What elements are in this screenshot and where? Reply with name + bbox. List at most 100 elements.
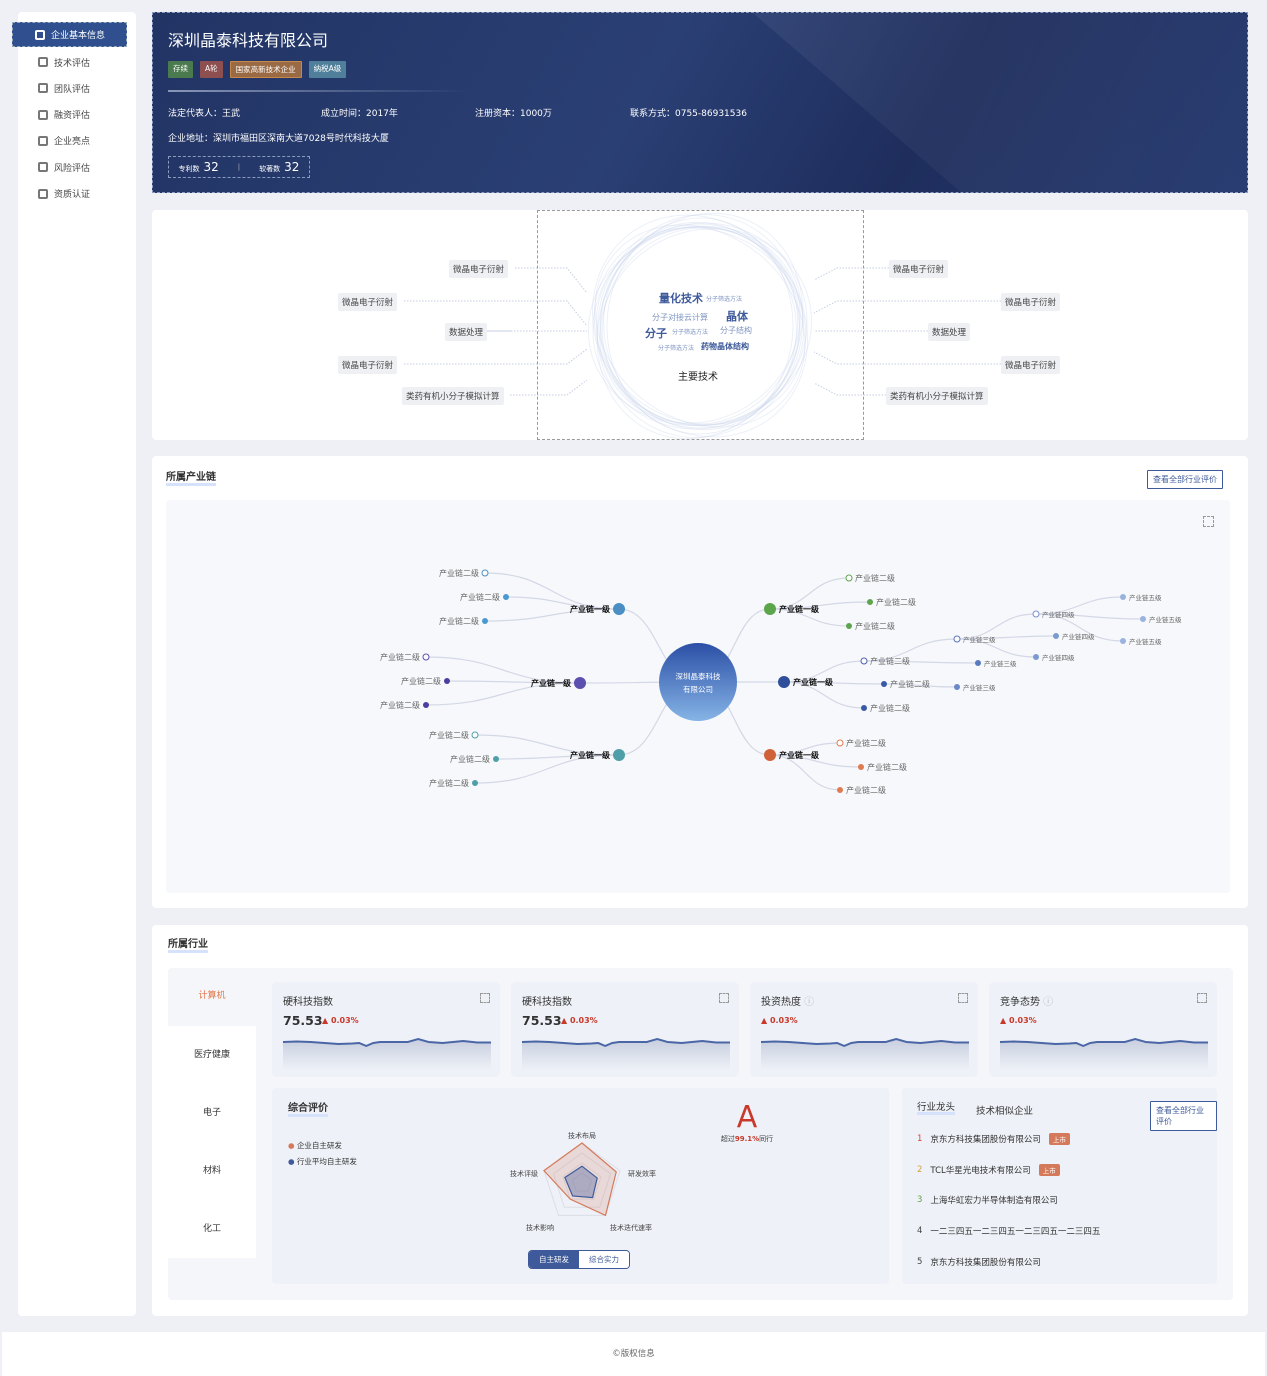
toggle-self-rd[interactable]: 自主研发 <box>529 1251 579 1268</box>
sidebar: 企业基本信息技术评估团队评估融资评估企业亮点风险评估资质认证 <box>12 12 136 1316</box>
company-name: 京东方科技集团股份有限公司 <box>930 1135 1041 1145</box>
patents-stat: 专利数 32 <box>178 160 219 174</box>
metric-card: 硬科技指数 75.53 ▲ 0.03% <box>272 982 500 1077</box>
tech-keyword: 分子筛选方法 <box>672 329 709 336</box>
chain-node[interactable] <box>482 618 488 624</box>
sidebar-item-label: 资质认证 <box>54 190 91 200</box>
chain-node[interactable] <box>867 599 873 605</box>
chain-link <box>863 638 958 662</box>
info-icon[interactable]: ⓘ <box>1040 997 1054 1008</box>
arrow-up-icon: ▲ <box>561 1016 570 1025</box>
rank: 3 <box>917 1195 923 1206</box>
sidebar-item-0[interactable]: 企业基本信息 <box>12 22 127 47</box>
chain-node[interactable] <box>1120 594 1126 600</box>
leader-item[interactable]: 3 上海华虹宏力半导体制造有限公司 <box>917 1194 1058 1206</box>
industry-tab-0[interactable]: 计算机 <box>168 968 256 1024</box>
view-all-button[interactable]: 查看全部行业评价 <box>1147 470 1223 489</box>
industry-tab-3[interactable]: 材料 <box>168 1142 256 1200</box>
company-name: 京东方科技集团股份有限公司 <box>930 1257 1041 1268</box>
leader-item[interactable]: 5 京东方科技集团股份有限公司 <box>917 1256 1041 1268</box>
fullscreen-icon[interactable] <box>1203 516 1214 527</box>
chain-node[interactable] <box>836 739 844 747</box>
industry-tab-1[interactable]: 医疗健康 <box>168 1026 256 1084</box>
legend-item: ● 行业平均自主研发 <box>288 1157 357 1166</box>
chain-level1-node[interactable] <box>613 749 625 761</box>
chain-node-label: 产业链一级 <box>793 677 834 687</box>
industry-tab-4[interactable]: 化工 <box>168 1200 256 1258</box>
radar-axis-label: 研发效率 <box>628 1169 656 1178</box>
sidebar-item-6[interactable]: 资质认证 <box>38 184 90 204</box>
sparkline <box>1000 1037 1208 1070</box>
chain-node[interactable] <box>1032 610 1040 618</box>
chain-node[interactable] <box>481 569 489 577</box>
fullscreen-icon[interactable] <box>719 993 729 1003</box>
arrow-up-icon: ▲ <box>322 1016 331 1025</box>
chain-node[interactable] <box>471 731 479 739</box>
radar-axis-label: 技术评级 <box>510 1169 538 1178</box>
chain-level1-node[interactable] <box>764 603 776 615</box>
industry-chain-card: 所属产业链 查看全部行业评价 深圳晶泰科技 有限公司 产业链一级 产业链二级 产业链二级… <box>152 456 1248 908</box>
sidebar-item-5[interactable]: 风险评估 <box>38 157 90 177</box>
chain-link <box>769 577 850 610</box>
chain-level1-node[interactable] <box>574 677 586 689</box>
industry-tab-2[interactable]: 电子 <box>168 1084 256 1142</box>
chain-node[interactable] <box>1053 633 1059 639</box>
chain-node[interactable] <box>444 678 450 684</box>
fullscreen-icon[interactable] <box>480 993 490 1003</box>
risk-icon <box>38 162 48 173</box>
info-icon[interactable]: ⓘ <box>801 997 815 1008</box>
leader-item[interactable]: 1 京东方科技集团股份有限公司 上市 <box>917 1133 1070 1145</box>
chain-link <box>783 681 885 685</box>
chain-link <box>425 656 581 684</box>
view-all-industry-button[interactable]: 查看全部行业评价 <box>1150 1101 1217 1131</box>
chain-node[interactable] <box>860 657 868 665</box>
chain-node[interactable] <box>503 594 509 600</box>
team-icon <box>38 83 48 94</box>
chain-node[interactable] <box>423 702 429 708</box>
chain-center-label: 深圳晶泰科技 <box>676 671 721 681</box>
leader-item[interactable]: 4 一二三四五一二三四五一二三四五一二三四五 <box>917 1225 1100 1237</box>
sidebar-item-2[interactable]: 团队评估 <box>38 78 90 98</box>
chain-node[interactable] <box>881 681 887 687</box>
chain-node[interactable] <box>1120 638 1126 644</box>
certificate-icon <box>38 188 48 199</box>
chain-node[interactable] <box>837 787 843 793</box>
tab-leaders[interactable]: 行业龙头 <box>917 1102 956 1115</box>
status-badge: 存续 <box>168 61 193 78</box>
chain-node[interactable] <box>953 635 961 643</box>
chain-link <box>956 635 1057 640</box>
chain-node[interactable] <box>1033 654 1039 660</box>
chain-node[interactable] <box>858 764 864 770</box>
chain-node[interactable] <box>845 574 853 582</box>
toggle-overall[interactable]: 综合实力 <box>579 1251 629 1268</box>
chain-node[interactable] <box>975 660 981 666</box>
chain-node[interactable] <box>846 623 852 629</box>
capital: 注册资本：1000万 <box>475 109 552 119</box>
sidebar-item-4[interactable]: 企业亮点 <box>38 131 90 151</box>
metric-title: 硬科技指数 <box>522 997 572 1008</box>
chain-level1-node[interactable] <box>778 676 790 688</box>
chain-level1-node[interactable] <box>613 603 625 615</box>
leaders-panel: 行业龙头 技术相似企业 查看全部行业评价 1 京东方科技集团股份有限公司 上市 2 TC… <box>902 1088 1217 1284</box>
chain-node-label: 产业链三级 <box>963 635 996 644</box>
sidebar-item-3[interactable]: 融资评估 <box>38 105 90 125</box>
chain-node[interactable] <box>493 756 499 762</box>
chain-node[interactable] <box>472 780 478 786</box>
chain-node-label: 产业链四级 <box>1062 632 1095 641</box>
fullscreen-icon[interactable] <box>958 993 968 1003</box>
chain-node-label: 产业链二级 <box>870 703 910 713</box>
leader-item[interactable]: 2 TCL华星光电技术有限公司 上市 <box>917 1163 1060 1176</box>
fullscreen-icon[interactable] <box>1197 993 1207 1003</box>
chain-node[interactable] <box>954 684 960 690</box>
chain-node[interactable] <box>1140 616 1146 622</box>
tech-tag-right: 微晶电子衍射 <box>1001 356 1061 374</box>
chain-node[interactable] <box>861 705 867 711</box>
arrow-up-icon: ▲ <box>761 1016 770 1025</box>
sidebar-item-1[interactable]: 技术评估 <box>38 52 90 72</box>
legend-item: ● 企业自主研发 <box>288 1141 342 1150</box>
chain-node[interactable] <box>422 653 430 661</box>
chain-level1-node[interactable] <box>764 749 776 761</box>
chain-node-label: 产业链三级 <box>963 683 996 692</box>
tab-similar[interactable]: 技术相似企业 <box>976 1106 1034 1117</box>
